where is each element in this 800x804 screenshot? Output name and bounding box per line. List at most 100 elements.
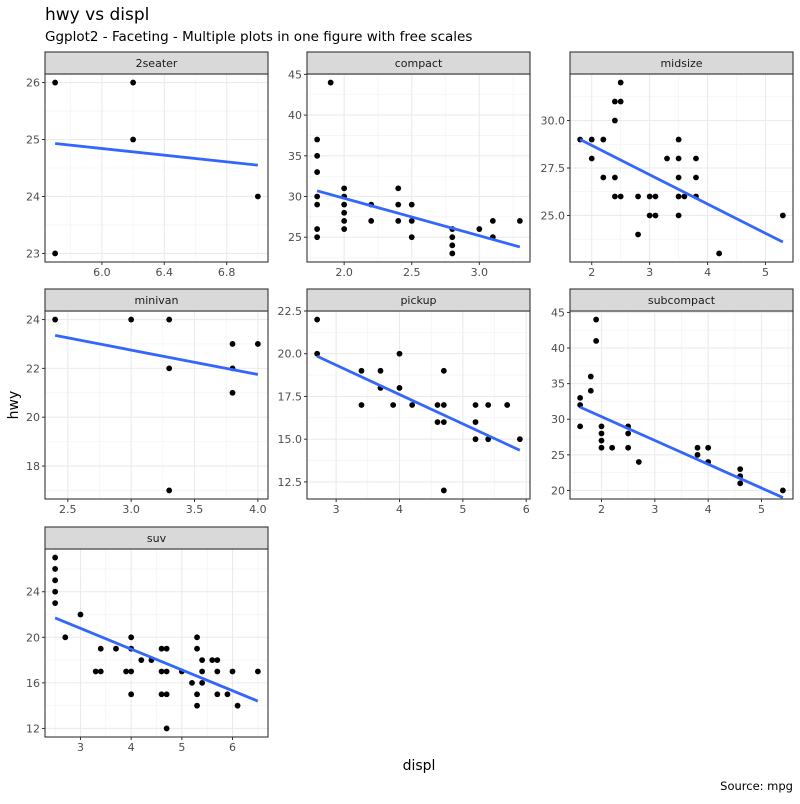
data-point bbox=[199, 657, 206, 663]
facet-minivan: minivan 2.5 3.0 3.5 4.0 18 20 22 24 bbox=[26, 288, 269, 516]
x-tick-label: 5 bbox=[178, 741, 185, 754]
data-point bbox=[254, 193, 261, 200]
x-tick-label: 3 bbox=[333, 503, 340, 516]
y-tick-label: 40 bbox=[551, 342, 565, 355]
data-point bbox=[368, 218, 375, 224]
data-point bbox=[635, 231, 641, 238]
data-point bbox=[314, 201, 321, 208]
data-point bbox=[189, 679, 195, 686]
data-point bbox=[434, 402, 441, 408]
x-tick-label: 6.8 bbox=[218, 266, 236, 279]
data-point bbox=[779, 487, 786, 494]
x-tick-label: 6.0 bbox=[93, 266, 111, 279]
y-tick-label: 12.5 bbox=[278, 476, 303, 489]
strip bbox=[306, 51, 531, 75]
data-point bbox=[693, 174, 699, 181]
strip bbox=[44, 526, 269, 550]
data-point bbox=[229, 668, 236, 675]
data-point bbox=[611, 193, 618, 200]
y-tick-label: 30 bbox=[288, 190, 302, 203]
y-tick-label: 20 bbox=[26, 631, 40, 644]
data-point bbox=[600, 136, 607, 143]
x-tick-label: 3.0 bbox=[122, 503, 140, 516]
strip-label: 2seater bbox=[136, 57, 178, 70]
data-point bbox=[737, 466, 744, 472]
y-tick-label: 22 bbox=[26, 362, 40, 375]
y-tick-label: 26 bbox=[26, 77, 40, 90]
data-point bbox=[97, 645, 104, 652]
y-tick-label: 12 bbox=[26, 722, 40, 735]
plot-panel bbox=[307, 74, 530, 262]
data-point bbox=[577, 423, 584, 430]
fit-line bbox=[54, 142, 259, 167]
y-tick-label: 45 bbox=[288, 68, 302, 81]
data-point bbox=[92, 668, 99, 675]
chart-title: hwy vs displ bbox=[45, 5, 149, 25]
data-point bbox=[675, 155, 682, 162]
data-point bbox=[593, 316, 600, 323]
data-point bbox=[130, 136, 137, 143]
caption: Source: mpg bbox=[720, 779, 793, 793]
data-point bbox=[409, 402, 416, 408]
data-point bbox=[254, 341, 261, 347]
data-point bbox=[646, 212, 653, 219]
data-point bbox=[314, 316, 321, 323]
data-point bbox=[588, 136, 595, 143]
data-point bbox=[254, 668, 261, 675]
data-point bbox=[779, 212, 786, 219]
data-point bbox=[434, 419, 441, 425]
data-point bbox=[440, 402, 447, 408]
data-point bbox=[163, 668, 170, 675]
x-tick-label: 4 bbox=[704, 266, 711, 279]
data-point bbox=[52, 588, 59, 595]
data-point bbox=[716, 250, 723, 257]
data-point bbox=[166, 365, 173, 372]
data-point bbox=[737, 480, 744, 487]
chart-subtitle: Ggplot2 - Faceting - Multiple plots in o… bbox=[45, 29, 472, 45]
data-point bbox=[52, 316, 59, 323]
data-point bbox=[449, 250, 456, 257]
data-point bbox=[516, 218, 523, 224]
facet-pickup: pickup 3 4 5 6 12.5 15.0 17.5 20.0 22.5 bbox=[278, 288, 531, 516]
data-point bbox=[664, 155, 670, 162]
data-point bbox=[617, 98, 624, 105]
data-point bbox=[489, 218, 496, 224]
data-point bbox=[694, 451, 701, 458]
data-point bbox=[327, 79, 334, 86]
x-tick-label: 6 bbox=[229, 741, 236, 754]
y-tick-label: 24 bbox=[26, 586, 40, 599]
data-point bbox=[194, 691, 200, 698]
data-point bbox=[224, 691, 231, 698]
data-point bbox=[229, 341, 236, 347]
data-point bbox=[358, 402, 365, 408]
y-tick-label: 20 bbox=[26, 411, 40, 424]
data-point bbox=[52, 79, 59, 86]
data-point bbox=[611, 98, 618, 105]
data-point bbox=[199, 668, 206, 675]
data-point bbox=[472, 402, 479, 408]
data-point bbox=[675, 212, 682, 219]
data-point bbox=[675, 136, 682, 143]
data-point bbox=[314, 226, 321, 232]
y-tick-label: 45 bbox=[551, 306, 565, 319]
data-point bbox=[681, 193, 688, 200]
x-tick-label: 5 bbox=[459, 503, 466, 516]
y-tick-label: 35 bbox=[288, 150, 302, 163]
data-point bbox=[77, 611, 84, 618]
data-point bbox=[449, 242, 456, 249]
fit-line bbox=[54, 616, 259, 703]
data-point bbox=[577, 394, 584, 401]
fit-line bbox=[54, 334, 259, 376]
data-point bbox=[314, 169, 321, 175]
x-axis-label: displ bbox=[403, 758, 436, 774]
y-tick-label: 25.0 bbox=[541, 209, 566, 222]
data-point bbox=[593, 338, 600, 344]
x-tick-label: 4 bbox=[396, 503, 403, 516]
y-tick-label: 20.0 bbox=[278, 348, 303, 361]
data-point bbox=[341, 185, 348, 192]
x-tick-label: 4.0 bbox=[249, 503, 267, 516]
data-point bbox=[472, 419, 479, 425]
facet-suv: suv 3 4 5 6 12 16 20 24 bbox=[26, 526, 269, 754]
